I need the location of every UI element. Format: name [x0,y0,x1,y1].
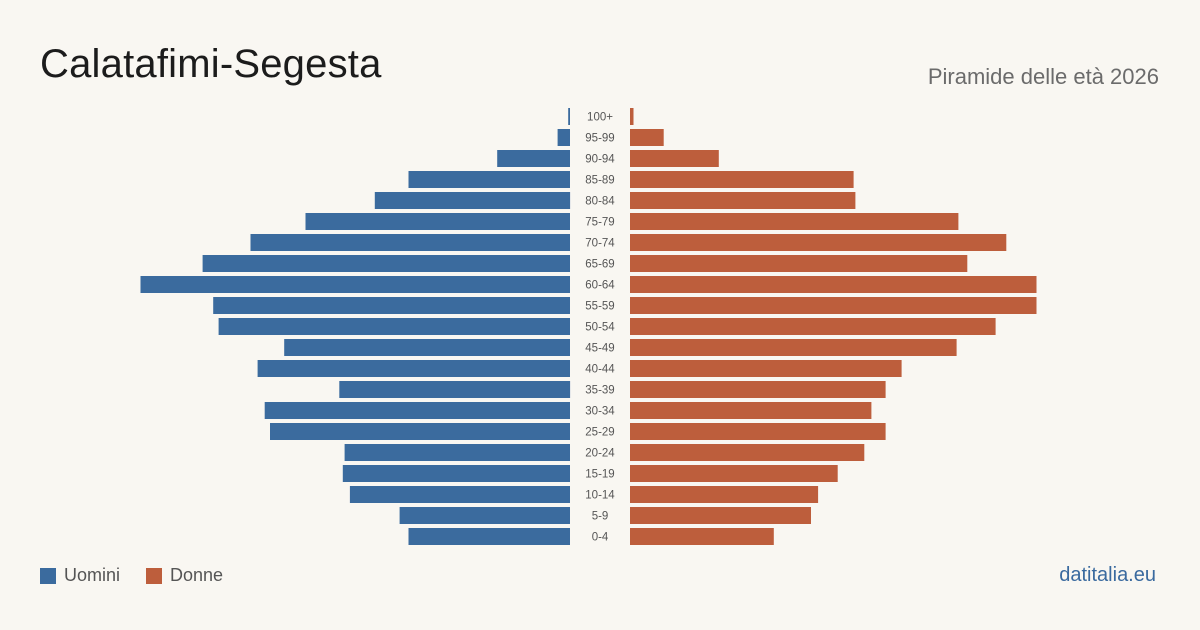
bar-men-0-4 [408,528,570,545]
legend: Uomini Donne [40,565,249,586]
bar-men-100+ [568,108,570,125]
bar-women-0-4 [630,528,774,545]
bar-women-45-49 [630,339,957,356]
bar-men-25-29 [270,423,570,440]
page-title: Calatafimi-Segesta [40,42,382,86]
bar-men-65-69 [202,255,570,272]
age-label-55-59: 55-59 [585,301,614,313]
bar-men-55-59 [213,297,570,314]
age-label-0-4: 0-4 [592,532,609,544]
bar-men-15-19 [342,465,570,482]
legend-swatch-men [40,567,56,584]
age-label-25-29: 25-29 [585,427,614,439]
bar-women-20-24 [630,444,865,461]
bar-women-15-19 [630,465,838,482]
age-label-65-69: 65-69 [585,259,614,271]
age-label-5-9: 5-9 [592,511,609,523]
bar-women-25-29 [630,423,886,440]
bar-men-60-64 [140,276,570,293]
age-label-80-84: 80-84 [585,196,615,208]
age-label-85-89: 85-89 [585,175,614,187]
chart-subtitle: Piramide delle età 2026 [927,64,1159,89]
bar-women-35-39 [630,381,886,398]
age-label-75-79: 75-79 [585,217,614,229]
legend-label-men: Uomini [64,565,121,585]
bar-men-5-9 [399,507,570,524]
age-label-50-54: 50-54 [585,322,615,334]
age-label-45-49: 45-49 [585,343,614,355]
bar-men-35-39 [339,381,571,398]
bar-women-90-94 [630,150,719,167]
bar-men-90-94 [497,150,570,167]
bar-women-100+ [630,108,634,125]
age-label-95-99: 95-99 [585,133,614,145]
bar-women-65-69 [630,255,968,272]
bar-women-50-54 [630,318,996,335]
bar-women-40-44 [630,360,902,377]
legend-item-women: Donne [146,565,223,586]
age-label-15-19: 15-19 [585,469,614,481]
bar-women-70-74 [630,234,1007,251]
bar-men-80-84 [374,192,571,209]
bar-men-45-49 [284,339,570,356]
bar-men-85-89 [408,171,570,188]
bar-men-40-44 [257,360,570,377]
bar-women-5-9 [630,507,811,524]
bar-women-80-84 [630,192,856,209]
age-label-40-44: 40-44 [585,364,615,376]
bar-women-10-14 [630,486,819,503]
bar-men-10-14 [349,486,570,503]
bar-women-55-59 [630,297,1037,314]
age-label-70-74: 70-74 [585,238,615,250]
legend-item-men: Uomini [40,565,120,586]
bar-men-75-79 [305,213,570,230]
age-label-35-39: 35-39 [585,385,614,397]
bar-women-75-79 [630,213,959,230]
bar-men-20-24 [344,444,570,461]
bar-men-50-54 [218,318,570,335]
bar-women-60-64 [630,276,1037,293]
bar-women-85-89 [630,171,854,188]
age-label-20-24: 20-24 [585,448,615,460]
age-label-30-34: 30-34 [585,406,615,418]
age-label-90-94: 90-94 [585,154,615,166]
bar-men-70-74 [250,234,570,251]
age-label-10-14: 10-14 [585,490,615,502]
bar-men-95-99 [557,129,570,146]
brand-link[interactable]: datitalia.eu [1059,564,1156,586]
age-label-60-64: 60-64 [585,280,615,292]
bar-women-30-34 [630,402,872,419]
age-label-100+: 100+ [587,112,613,124]
legend-label-women: Donne [170,565,224,585]
legend-swatch-women [146,567,163,584]
bar-women-95-99 [630,129,664,146]
bar-men-30-34 [264,402,570,419]
